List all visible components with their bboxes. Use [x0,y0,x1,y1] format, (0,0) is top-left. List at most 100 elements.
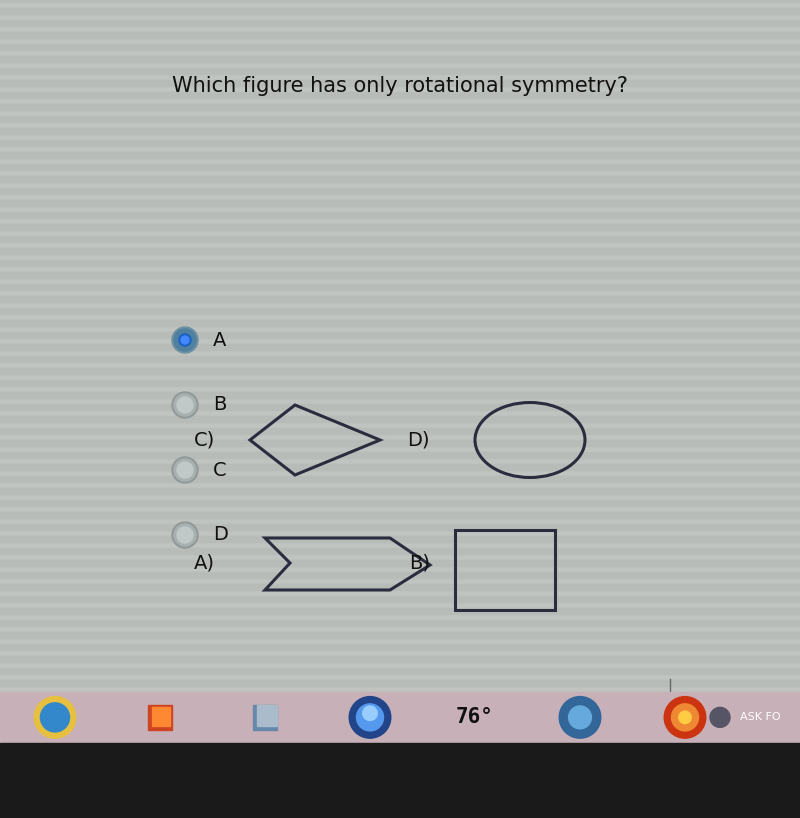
Circle shape [34,697,76,738]
Bar [0,320,800,326]
Bar [0,692,800,698]
Bar [147,705,173,730]
Bar [0,584,800,590]
Bar [0,743,800,818]
Bar [0,788,800,794]
Circle shape [179,334,191,346]
Bar [253,705,278,730]
Text: C: C [213,461,226,479]
Bar [0,68,800,74]
Circle shape [678,711,691,724]
Circle shape [174,524,196,546]
Text: A: A [213,330,226,349]
Bar [0,656,800,662]
Bar [0,140,800,146]
Bar [0,116,800,122]
Bar [0,380,800,386]
Bar [0,632,800,638]
Bar [152,707,170,726]
Bar [0,488,800,494]
Bar [0,152,800,158]
Bar [0,260,800,266]
Text: ASK FO: ASK FO [740,712,781,722]
Bar [0,248,800,254]
Bar [0,284,800,290]
Bar [0,32,800,38]
Bar [0,716,800,722]
Bar [0,668,800,674]
Text: 76°: 76° [456,708,494,727]
Circle shape [664,697,706,738]
Text: NEXT QUESTION: NEXT QUESTION [265,723,367,736]
Circle shape [174,394,196,416]
Bar [0,8,800,14]
Bar [0,500,800,506]
Bar [0,0,800,2]
Bar [0,680,800,686]
Bar [0,44,800,50]
Bar [0,224,800,230]
Bar [0,428,800,434]
Text: B: B [213,395,226,415]
Text: Which figure has only rotational symmetry?: Which figure has only rotational symmetr… [172,76,628,96]
Text: D: D [213,525,228,545]
Bar [0,572,800,578]
Bar [0,20,800,26]
Bar [0,704,800,710]
Circle shape [177,397,193,413]
Bar [0,308,800,314]
Circle shape [177,527,193,543]
Circle shape [569,706,591,729]
Bar [0,368,800,374]
Circle shape [172,392,198,418]
Circle shape [174,329,196,351]
Bar [0,404,800,410]
Bar [0,392,800,398]
Circle shape [172,457,198,483]
Bar [0,524,800,530]
Bar [0,752,800,758]
Bar [0,764,800,770]
Bar [0,164,800,170]
Bar [0,812,800,818]
Bar [0,596,800,602]
Bar [0,548,800,554]
Bar [0,440,800,446]
Circle shape [41,703,70,732]
Bar [0,104,800,110]
Circle shape [174,459,196,481]
Circle shape [181,336,189,344]
Bar [0,236,800,242]
Bar [0,608,800,614]
Circle shape [172,327,198,353]
Circle shape [350,697,390,738]
Circle shape [177,462,193,478]
Bar [0,464,800,470]
Bar [0,740,800,746]
Bar [0,176,800,182]
Bar [0,776,800,782]
Circle shape [362,706,378,721]
Bar [0,212,800,218]
Bar [0,692,800,743]
Text: C): C) [194,430,215,450]
Bar [0,344,800,350]
Bar [0,728,800,734]
Text: A): A) [194,554,215,573]
Bar [0,80,800,86]
Bar [0,536,800,542]
Bar [0,560,800,566]
Circle shape [671,703,698,731]
Circle shape [172,522,198,548]
Bar [455,530,555,610]
Bar [0,296,800,302]
Bar [0,512,800,518]
Bar [0,800,800,806]
Text: B): B) [409,554,430,573]
Bar [0,200,800,206]
Bar [0,356,800,362]
Circle shape [710,708,730,727]
Bar [0,332,800,338]
Bar [0,272,800,278]
Bar [0,56,800,62]
